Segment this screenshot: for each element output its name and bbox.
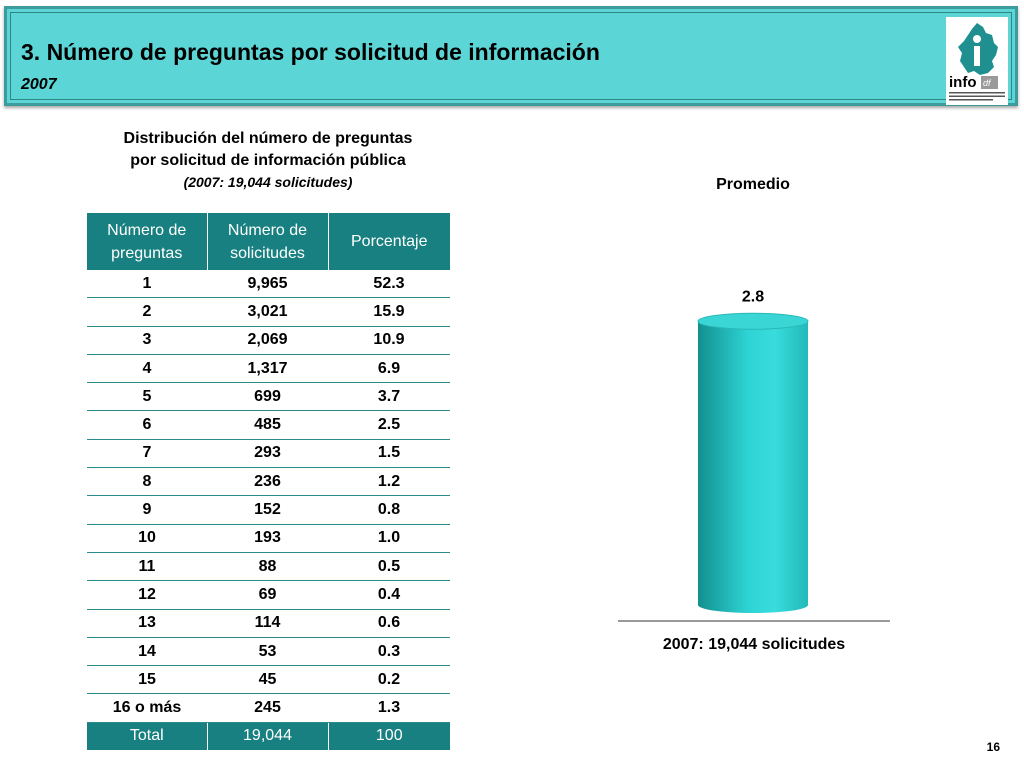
cell-porcentaje: 3.7 [328,382,450,412]
cell-num-preguntas: 4 [87,354,207,384]
cell-num-solicitudes: 53 [207,637,328,667]
cell-num-preguntas: 3 [87,326,207,355]
infodf-logo-icon: info df [949,23,1005,101]
slide-title: 3. Número de preguntas por solicitud de … [21,39,600,65]
cell-num-solicitudes: 69 [207,580,328,610]
cell-num-preguntas: 11 [87,552,207,582]
chart-bar-top [697,312,809,330]
cell-num-preguntas: 13 [87,609,207,638]
chart-title: Promedio [716,176,790,193]
table-caption-line1: Distribución del número de preguntas [123,130,413,147]
table-caption-line3: (2007: 19,044 solicitudes) [183,174,353,190]
chart-bar-2007 [698,321,808,613]
table-body: 1 9,965 52.3 2 3,021 15.9 3 2,069 10.9 4 1,317 6.9 5… [87,270,450,751]
cell-porcentaje: 0.8 [328,495,450,525]
table-row: 4 1,317 6.9 [87,354,450,384]
chart-category-label: 2007: 19,044 solicitudes [662,636,846,653]
cell-num-solicitudes: 699 [207,382,328,412]
table-row: 15 45 0.2 [87,665,450,695]
table-row: 9 152 0.8 [87,495,450,525]
table-row: 11 88 0.5 [87,552,450,582]
cell-num-solicitudes: 88 [207,552,328,582]
total-solicitudes: 19,044 [206,722,328,751]
cell-num-solicitudes: 45 [207,665,328,695]
cell-num-solicitudes: 236 [207,467,328,497]
table-row: 16 o más 245 1.3 [87,693,450,723]
cell-porcentaje: 15.9 [328,297,450,327]
cell-num-solicitudes: 2,069 [207,326,328,355]
total-porcentaje: 100 [327,722,450,751]
header-porcentaje: Porcentaje [327,213,450,270]
table-row: 13 114 0.6 [87,609,450,638]
cell-num-solicitudes: 1,317 [207,354,328,384]
logo-wordmark-suffix: df [983,78,992,88]
logo-wordmark: info [949,74,977,91]
infodf-logo: info df [946,17,1008,105]
cell-porcentaje: 0.3 [328,637,450,667]
cell-num-preguntas: 12 [87,580,207,610]
cell-num-preguntas: 8 [87,467,207,497]
table-row: 8 236 1.2 [87,467,450,497]
cell-num-solicitudes: 245 [207,693,328,723]
header-num-solicitudes: Número de solicitudes [206,213,328,270]
cell-num-preguntas: 5 [87,382,207,412]
table-row: 14 53 0.3 [87,637,450,667]
cell-porcentaje: 0.2 [328,665,450,695]
header-banner: 3. Número de preguntas por solicitud de … [4,6,1018,106]
cell-num-solicitudes: 193 [207,524,328,553]
table-row: 6 485 2.5 [87,410,450,440]
table-row: 7 293 1.5 [87,439,450,469]
cell-num-preguntas: 1 [87,270,207,299]
table-row: 3 2,069 10.9 [87,326,450,355]
table-header-row: Número de preguntas Número de solicitude… [87,213,450,270]
cell-porcentaje: 0.5 [328,552,450,582]
cell-num-preguntas: 10 [87,524,207,553]
cell-porcentaje: 1.0 [328,524,450,553]
cell-num-preguntas: 6 [87,410,207,440]
questions-distribution-table: Número de preguntas Número de solicitude… [87,213,450,751]
cell-num-preguntas: 16 o más [87,693,207,723]
cell-num-solicitudes: 293 [207,439,328,469]
table-row: 12 69 0.4 [87,580,450,610]
cell-num-preguntas: 2 [87,297,207,327]
cell-num-preguntas: 7 [87,439,207,469]
cell-porcentaje: 0.4 [328,580,450,610]
table-row: 10 193 1.0 [87,524,450,553]
table-caption-line2: por solicitud de información pública [130,152,406,169]
cell-porcentaje: 1.5 [328,439,450,469]
table-caption: Distribución del número de preguntas por… [87,128,449,192]
cell-num-solicitudes: 485 [207,410,328,440]
chart-data-label: 2.8 [742,288,764,305]
cell-num-solicitudes: 152 [207,495,328,525]
cell-num-preguntas: 15 [87,665,207,695]
header-banner-border [10,12,1012,100]
cell-porcentaje: 2.5 [328,410,450,440]
slide-subtitle: 2007 [21,76,57,93]
cell-num-solicitudes: 114 [207,609,328,638]
cell-porcentaje: 0.6 [328,609,450,638]
cell-porcentaje: 52.3 [328,270,450,299]
cell-num-preguntas: 9 [87,495,207,525]
average-chart: 2.8 [618,288,890,622]
table-total-row: Total 19,044 100 [87,722,450,751]
cell-porcentaje: 6.9 [328,354,450,384]
cell-num-preguntas: 14 [87,637,207,667]
header-num-preguntas: Número de preguntas [87,213,207,270]
cell-num-solicitudes: 9,965 [207,270,328,299]
page-number: 16 [986,740,1000,754]
total-label: Total [87,722,207,751]
cell-porcentaje: 10.9 [328,326,450,355]
cell-porcentaje: 1.2 [328,467,450,497]
table-row: 1 9,965 52.3 [87,270,450,299]
cell-porcentaje: 1.3 [328,693,450,723]
table-row: 2 3,021 15.9 [87,297,450,327]
cell-num-solicitudes: 3,021 [207,297,328,327]
table-row: 5 699 3.7 [87,382,450,412]
